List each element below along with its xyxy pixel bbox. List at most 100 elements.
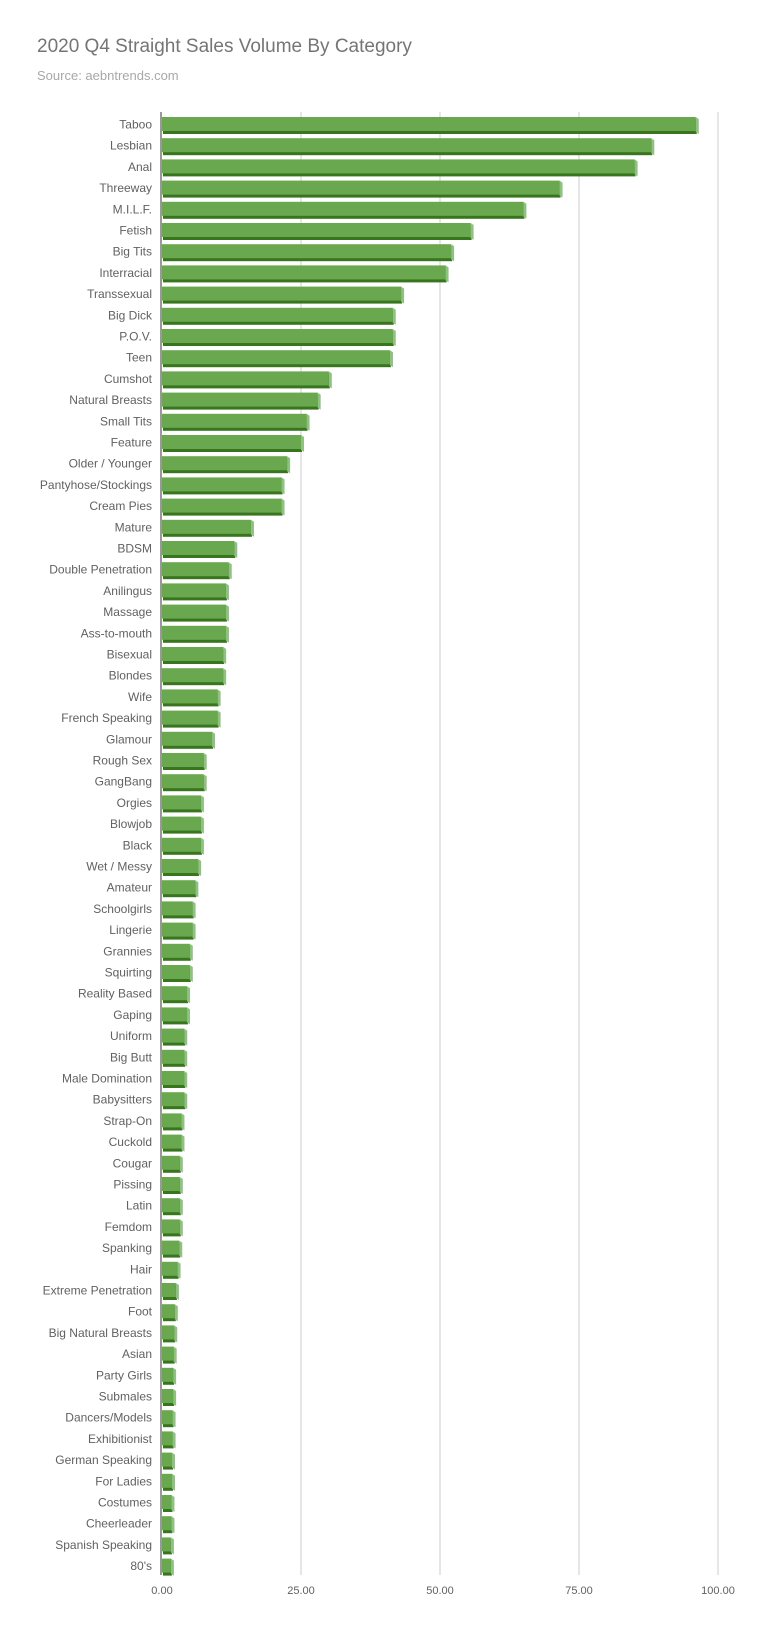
bar xyxy=(162,1473,176,1491)
bar xyxy=(162,1283,179,1300)
category-label: Big Dick xyxy=(108,308,153,322)
bar xyxy=(162,1325,178,1343)
bar-side xyxy=(225,625,229,643)
bar-side xyxy=(187,1007,191,1025)
bar-side xyxy=(172,1473,176,1491)
bar-side xyxy=(174,1304,178,1322)
bar xyxy=(162,922,196,940)
bar-side xyxy=(179,1155,183,1173)
category-label: Grannies xyxy=(103,944,152,958)
bar xyxy=(162,668,227,686)
category-label: Extreme Penetration xyxy=(43,1284,152,1298)
category-label: Foot xyxy=(128,1305,153,1319)
bar xyxy=(162,1177,183,1194)
category-label: Party Girls xyxy=(96,1368,152,1382)
category-label: 80's xyxy=(130,1559,152,1573)
bar-face xyxy=(162,1367,174,1382)
bar-side xyxy=(281,498,285,516)
x-tick-label: 75.00 xyxy=(565,1585,593,1597)
chart-title: 2020 Q4 Straight Sales Volume By Categor… xyxy=(37,36,412,57)
category-label: Taboo xyxy=(119,118,152,132)
bar-face xyxy=(162,541,235,555)
bar-side xyxy=(179,1219,183,1237)
category-label: M.I.L.F. xyxy=(113,202,152,216)
bar xyxy=(162,1219,183,1237)
bar-face xyxy=(162,456,288,471)
category-label: Pantyhose/Stockings xyxy=(40,478,152,492)
bar-face xyxy=(162,371,329,386)
bar-face xyxy=(162,286,402,301)
x-tick-label: 50.00 xyxy=(426,1585,454,1597)
bar-face xyxy=(162,413,307,428)
category-label: Big Tits xyxy=(113,245,152,259)
bar-face xyxy=(162,1558,171,1573)
bar xyxy=(162,477,285,495)
bar xyxy=(162,180,563,198)
bar-face xyxy=(162,625,226,640)
bar-side xyxy=(651,138,655,156)
bar-face xyxy=(162,117,696,131)
category-label: GangBang xyxy=(95,775,152,789)
bar-side xyxy=(170,1537,174,1555)
bar-side xyxy=(200,795,204,813)
bar xyxy=(162,1134,185,1152)
category-label: P.O.V. xyxy=(119,330,152,344)
category-label: Exhibitionist xyxy=(88,1432,153,1446)
bar-side xyxy=(181,1113,185,1131)
bar-side xyxy=(225,583,229,601)
category-label: Feature xyxy=(111,436,153,450)
bar-face xyxy=(162,1049,185,1064)
category-label: Glamour xyxy=(106,732,152,746)
bar-face xyxy=(162,816,201,831)
bar-side xyxy=(171,1495,175,1512)
category-label: German Speaking xyxy=(55,1453,152,1467)
bar-side xyxy=(559,180,563,198)
bar-face xyxy=(162,1452,173,1467)
bar-face xyxy=(162,1516,172,1531)
bar-face xyxy=(162,1283,176,1297)
category-label: French Speaking xyxy=(61,711,152,725)
bar-face xyxy=(162,583,226,598)
bar-face xyxy=(162,350,390,365)
bar-side xyxy=(695,117,699,134)
category-label: Mature xyxy=(115,520,153,534)
bar-face xyxy=(162,1473,173,1488)
category-labels: Taboo Lesbian Anal Threeway M.I.L.F. Fetish Bi… xyxy=(40,118,153,1574)
bar xyxy=(162,1389,177,1406)
bar-face xyxy=(162,1325,175,1340)
category-label: Dancers/Models xyxy=(65,1411,152,1425)
bar xyxy=(162,604,229,622)
bar-side xyxy=(317,392,321,410)
bar-face xyxy=(162,986,188,1001)
category-label: Gaping xyxy=(113,1008,152,1022)
category-label: Lesbian xyxy=(110,139,152,153)
bar xyxy=(162,1495,175,1512)
bar-face xyxy=(162,795,201,810)
bar-side xyxy=(173,1389,177,1406)
bar-face xyxy=(162,1071,185,1085)
bar-face xyxy=(162,1134,182,1149)
bar-side xyxy=(470,223,474,240)
bar xyxy=(162,965,193,982)
bar-side xyxy=(184,1028,188,1046)
bar xyxy=(162,1410,176,1428)
bar xyxy=(162,265,449,283)
bar-side xyxy=(212,731,216,749)
bar xyxy=(162,392,321,410)
bar-face xyxy=(162,901,193,916)
bar-side xyxy=(301,435,304,452)
bar-face xyxy=(162,1028,185,1043)
bar-side xyxy=(181,1134,185,1152)
bar-side xyxy=(250,519,254,537)
x-tick-label: 25.00 xyxy=(287,1585,315,1597)
bar xyxy=(162,943,193,961)
bar-side xyxy=(184,1092,188,1110)
bar-side xyxy=(179,1177,183,1194)
bar-face xyxy=(162,1007,188,1022)
bar xyxy=(162,1367,177,1385)
bar xyxy=(162,286,405,304)
bar-side xyxy=(287,456,291,474)
bar xyxy=(162,1516,175,1534)
bar xyxy=(162,435,304,452)
bar-face xyxy=(162,689,218,704)
